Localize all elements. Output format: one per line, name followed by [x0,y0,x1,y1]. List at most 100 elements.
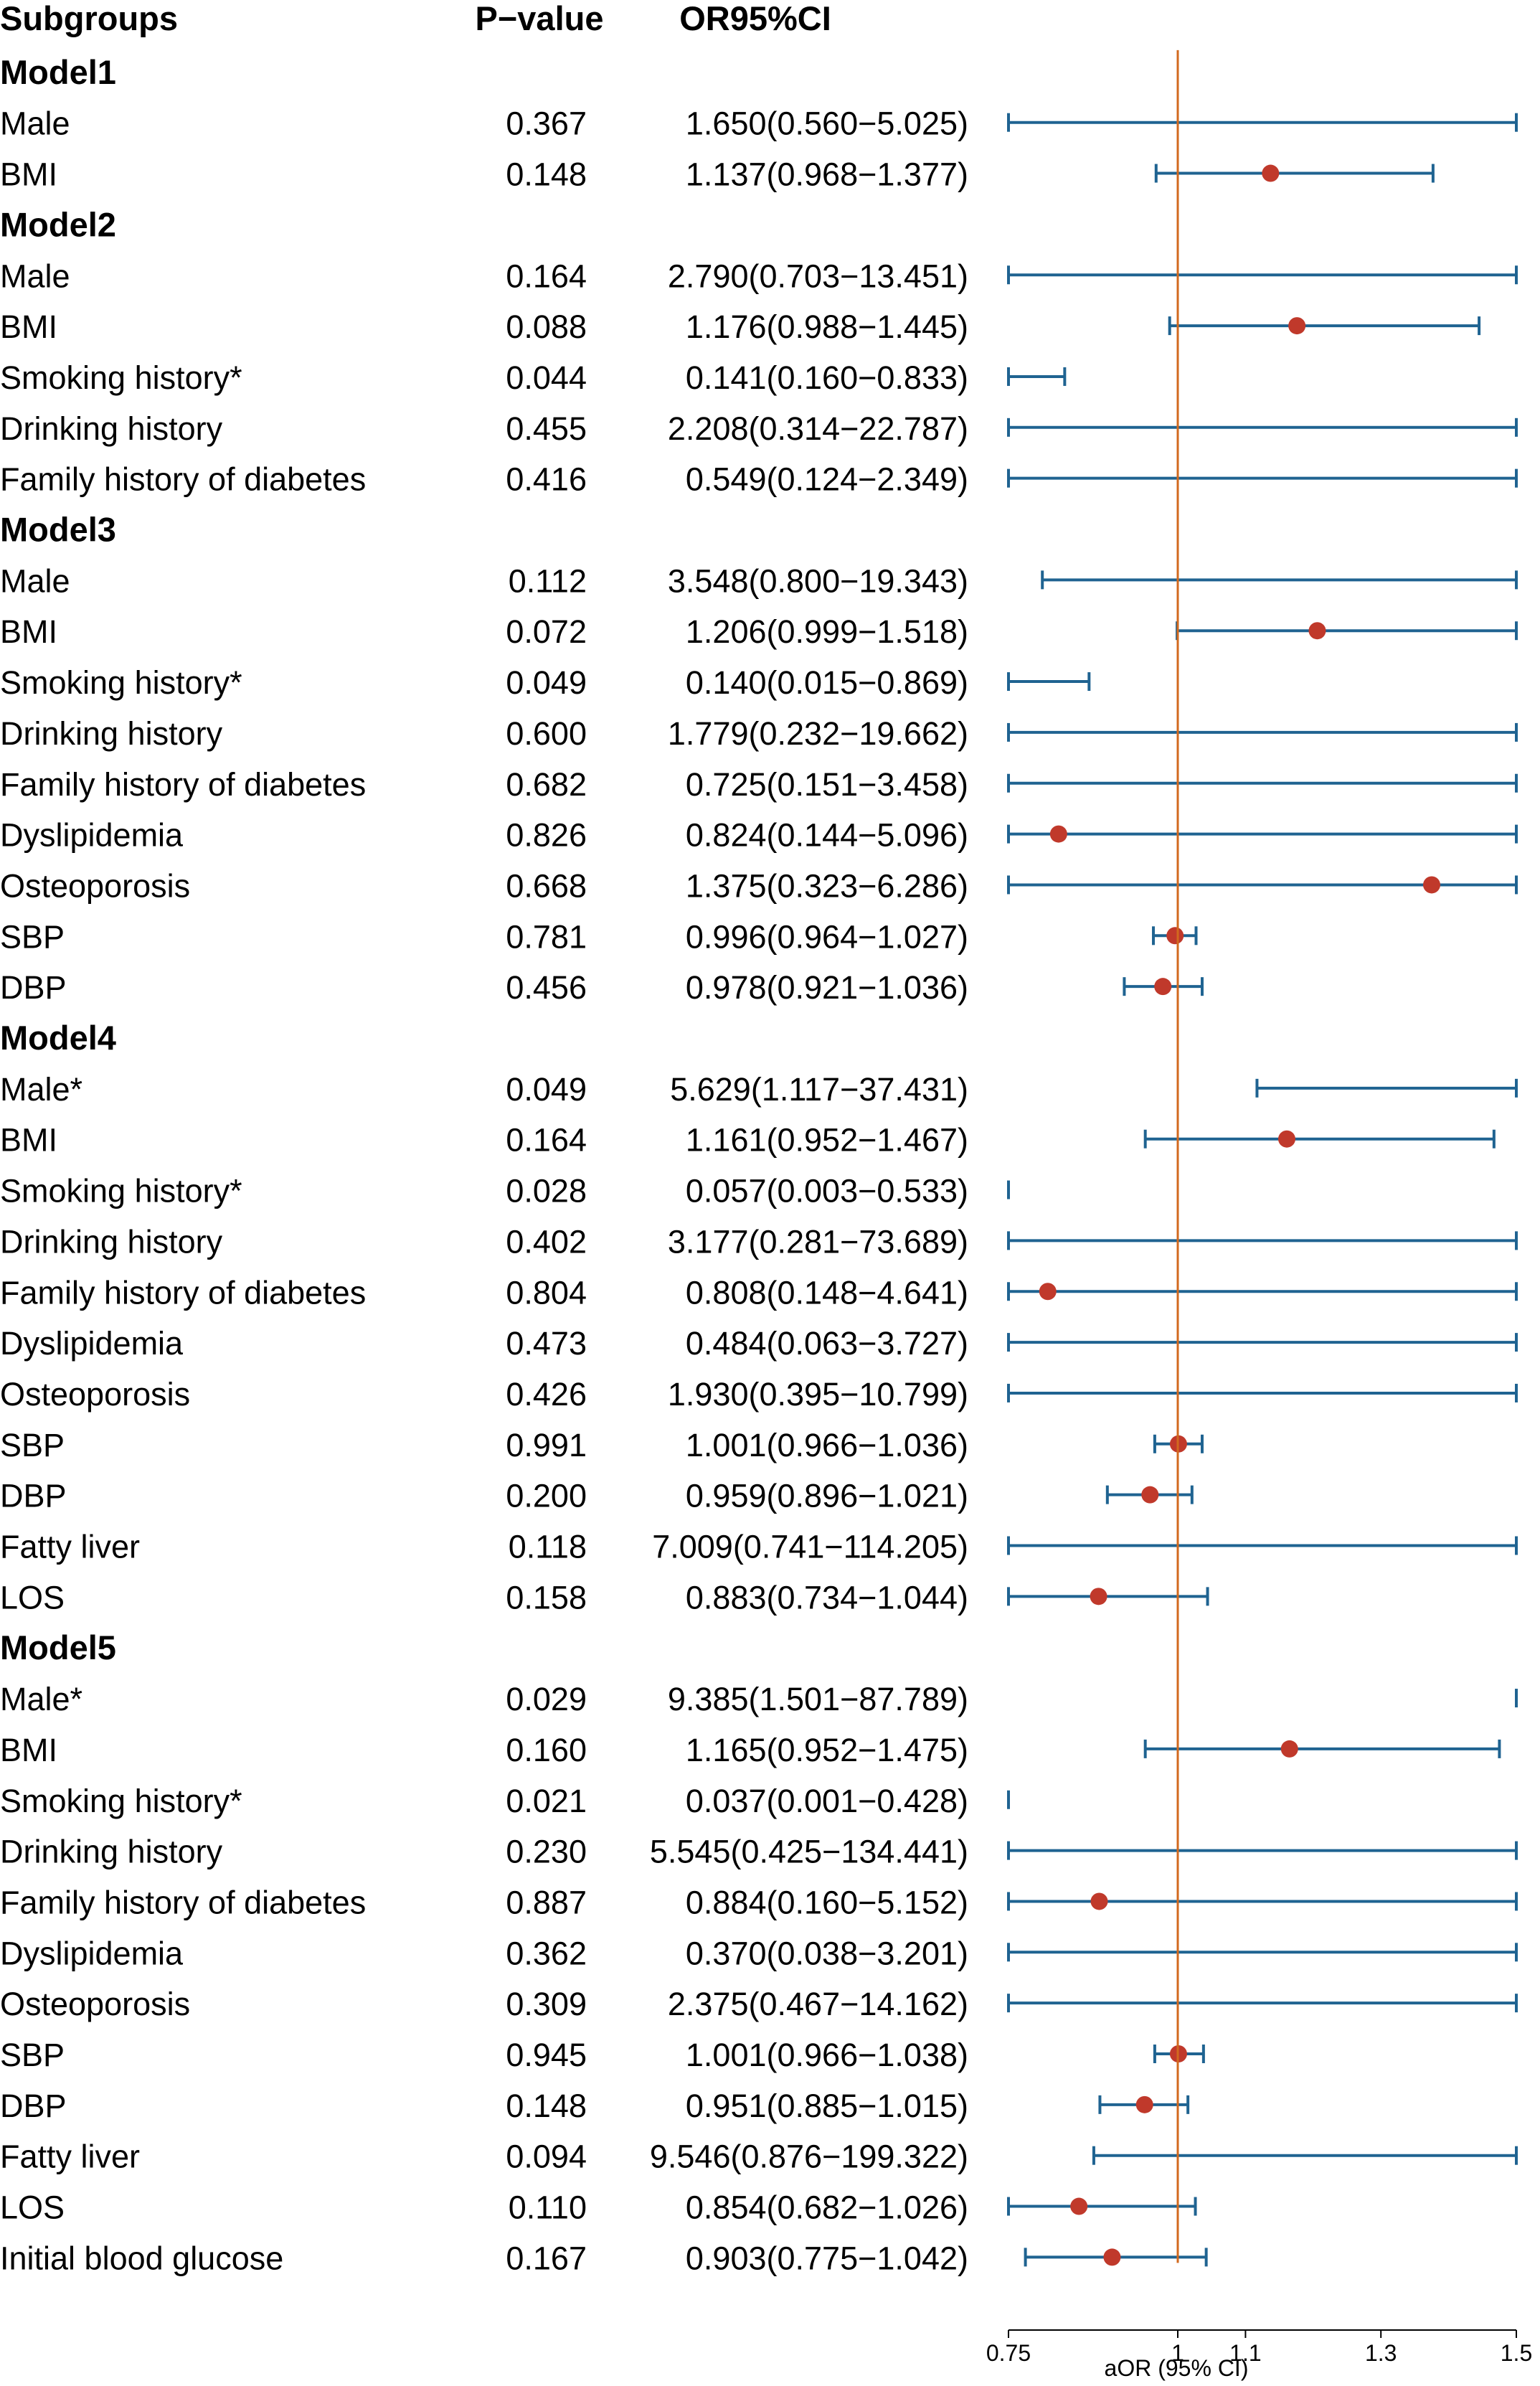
row-label: LOS [0,2189,65,2226]
row-pvalue: 0.600 [506,715,587,752]
row-or-ci: 1.161(0.952−1.467) [686,1122,968,1159]
row-pvalue: 0.367 [506,105,587,142]
row-or-ci: 1.779(0.232−19.662) [668,715,968,752]
row-label: Drinking history [0,1834,223,1870]
or-point [1039,1283,1057,1301]
header-or-ci: OR95%CI [679,0,831,37]
or-point [1288,317,1306,335]
row-pvalue: 0.029 [506,1681,587,1717]
row-or-ci: 0.808(0.148−4.641) [686,1274,968,1311]
row-pvalue: 0.402 [506,1223,587,1260]
header-pvalue: P−value [476,0,604,37]
row-pvalue: 0.044 [506,359,587,396]
header-subgroups: Subgroups [0,0,178,37]
row-or-ci: 0.951(0.885−1.015) [686,2088,968,2124]
row-pvalue: 0.021 [506,1783,587,1819]
row-or-ci: 1.650(0.560−5.025) [686,105,968,142]
row-pvalue: 0.455 [506,410,587,447]
row-or-ci: 0.959(0.896−1.021) [686,1478,968,1514]
row-label: Male [0,105,70,142]
row-pvalue: 0.416 [506,461,587,498]
row-label: Smoking history* [0,664,242,701]
row-label: LOS [0,1579,65,1616]
row-or-ci: 0.883(0.734−1.044) [686,1579,968,1616]
row-pvalue: 0.309 [506,1986,587,2022]
group-label: Model2 [0,205,116,243]
row-label: Family history of diabetes [0,766,366,803]
row-or-ci: 0.057(0.003−0.533) [686,1173,968,1209]
row-pvalue: 0.167 [506,2240,587,2276]
row-or-ci: 7.009(0.741−114.205) [652,1529,968,1565]
row-label: Dyslipidemia [0,817,184,854]
row-pvalue: 0.028 [506,1173,587,1209]
row-pvalue: 0.473 [506,1325,587,1362]
or-point [1141,1486,1159,1504]
x-tick-label: 1.5 [1501,2340,1532,2366]
row-or-ci: 0.978(0.921−1.036) [686,969,968,1006]
or-point [1103,2248,1121,2266]
or-point [1423,876,1440,894]
group-label: Model3 [0,511,116,549]
group-label: Model5 [0,1628,116,1666]
or-point [1049,825,1067,843]
row-label: Fatty liver [0,1529,140,1565]
group-label: Model1 [0,53,116,91]
x-tick-label: 1.1 [1229,2340,1261,2366]
row-pvalue: 0.072 [506,613,587,650]
row-label: Male* [0,1071,82,1108]
row-or-ci: 0.903(0.775−1.042) [686,2240,968,2276]
row-label: Smoking history* [0,359,242,396]
or-point [1262,164,1280,182]
row-or-ci: 1.375(0.323−6.286) [686,867,968,904]
row-or-ci: 3.548(0.800−19.343) [668,562,968,599]
row-or-ci: 0.141(0.160−0.833) [686,359,968,396]
x-tick-label: 1 [1171,2340,1184,2366]
row-pvalue: 0.456 [506,969,587,1006]
row-label: DBP [0,2088,67,2124]
row-label: Smoking history* [0,1783,242,1819]
row-pvalue: 0.887 [506,1884,587,1920]
row-or-ci: 1.206(0.999−1.518) [686,613,968,650]
row-label: Family history of diabetes [0,1274,366,1311]
or-point [1280,1740,1298,1758]
row-label: Osteoporosis [0,1376,190,1413]
row-label: SBP [0,2037,65,2073]
x-tick-label: 1.3 [1365,2340,1397,2366]
row-pvalue: 0.164 [506,1122,587,1159]
row-or-ci: 9.546(0.876−199.322) [650,2139,968,2175]
row-label: Male* [0,1681,82,1717]
row-pvalue: 0.158 [506,1579,587,1616]
row-or-ci: 0.725(0.151−3.458) [686,766,968,803]
row-label: BMI [0,156,57,193]
or-point [1308,622,1326,640]
row-label: Family history of diabetes [0,1884,366,1920]
row-pvalue: 0.049 [506,1071,587,1108]
row-label: Family history of diabetes [0,461,366,498]
row-or-ci: 0.370(0.038−3.201) [686,1935,968,1971]
or-point [1070,2197,1088,2215]
row-or-ci: 3.177(0.281−73.689) [668,1223,968,1260]
row-label: DBP [0,969,67,1006]
row-pvalue: 0.148 [506,156,587,193]
row-pvalue: 0.200 [506,1478,587,1514]
row-label: BMI [0,1122,57,1159]
row-label: Male [0,562,70,599]
row-label: BMI [0,1732,57,1768]
row-label: BMI [0,308,57,345]
or-point [1135,2095,1153,2113]
row-pvalue: 0.362 [506,1935,587,1971]
row-or-ci: 2.208(0.314−22.787) [668,410,968,447]
row-pvalue: 0.112 [509,562,587,599]
row-pvalue: 0.991 [506,1427,587,1463]
row-or-ci: 0.854(0.682−1.026) [686,2189,968,2226]
row-pvalue: 0.094 [506,2139,587,2175]
or-point [1277,1130,1295,1148]
row-label: Osteoporosis [0,1986,190,2022]
or-point [1166,927,1184,945]
row-or-ci: 2.790(0.703−13.451) [668,258,968,294]
row-pvalue: 0.230 [506,1834,587,1870]
row-or-ci: 0.037(0.001−0.428) [686,1783,968,1819]
x-axis: 0.75 1 1.1 1.3 1.5 [986,2329,1532,2366]
x-tick-label: 0.75 [986,2340,1031,2366]
row-or-ci: 5.545(0.425−134.441) [650,1834,968,1870]
